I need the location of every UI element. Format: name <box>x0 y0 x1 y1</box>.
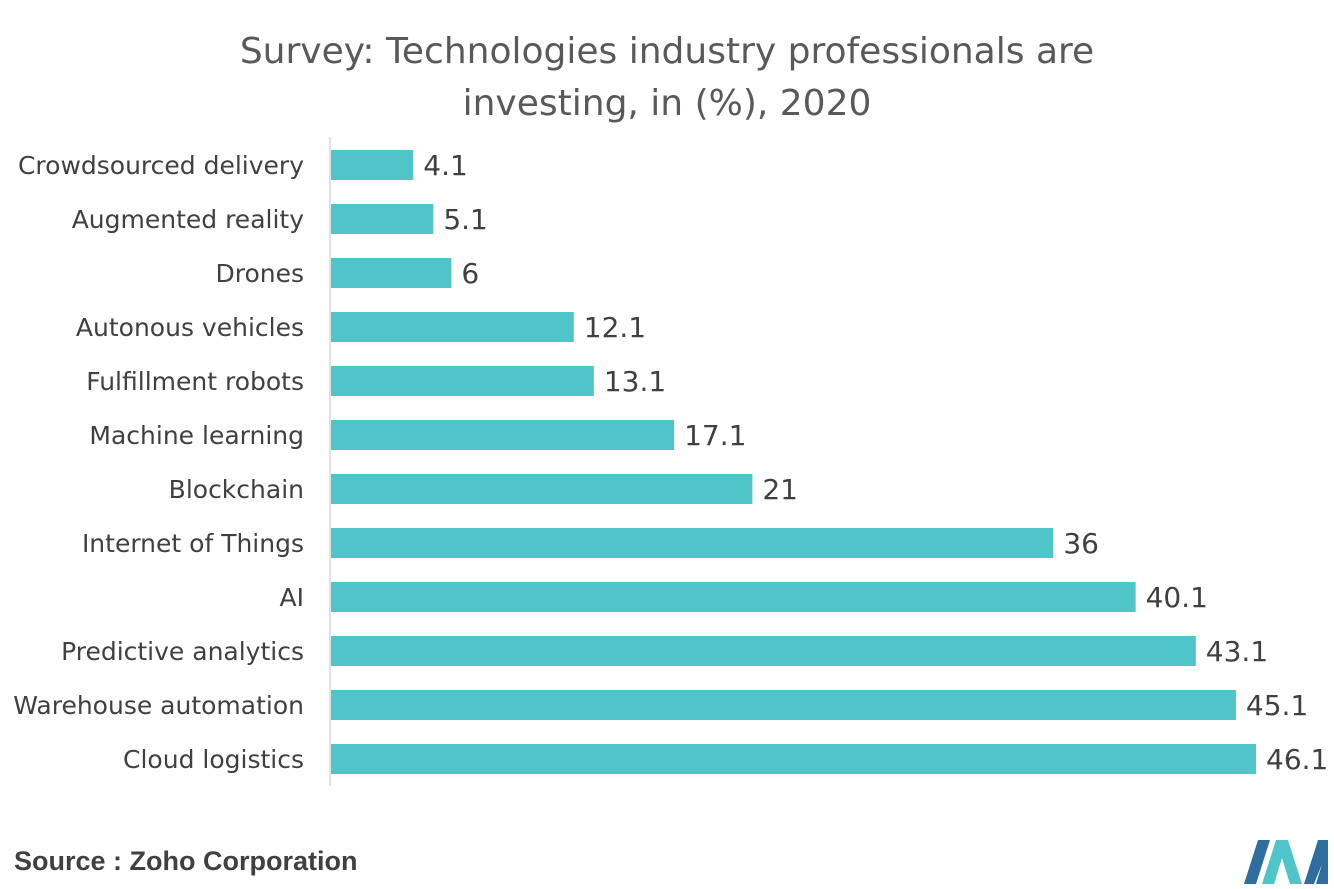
logo-left-shape <box>1244 840 1270 884</box>
bar <box>331 258 452 288</box>
data-label: 17.1 <box>684 419 746 452</box>
category-label: Crowdsourced delivery <box>18 151 304 180</box>
category-label: Augmented reality <box>72 205 305 234</box>
data-label: 43.1 <box>1206 635 1268 668</box>
brand-logo <box>1244 840 1328 884</box>
logo-right-shape <box>1304 840 1328 884</box>
bar <box>331 366 594 396</box>
category-label: AI <box>280 583 304 612</box>
bar <box>331 312 574 342</box>
bar <box>331 636 1196 666</box>
category-label: Machine learning <box>89 421 304 450</box>
bar <box>331 582 1136 612</box>
bar <box>331 204 434 234</box>
data-label: 4.1 <box>423 149 468 182</box>
category-label: Predictive analytics <box>61 637 304 666</box>
chart-title: Survey: Technologies industry profession… <box>0 26 1334 130</box>
category-label: Autonous vehicles <box>76 313 304 342</box>
category-label: Warehouse automation <box>13 691 304 720</box>
chart-title-line-2: investing, in (%), 2020 <box>462 83 872 124</box>
bar <box>331 744 1256 774</box>
data-label: 5.1 <box>443 203 488 236</box>
data-label: 13.1 <box>604 365 666 398</box>
source-note: Source : Zoho Corporation <box>14 846 358 876</box>
bar <box>331 528 1054 558</box>
data-label: 40.1 <box>1146 581 1208 614</box>
bar <box>331 474 753 504</box>
bar <box>331 150 414 180</box>
data-label: 45.1 <box>1246 689 1308 722</box>
logo-mid-shape <box>1262 840 1302 884</box>
data-label: 36 <box>1063 527 1099 560</box>
category-label: Blockchain <box>169 475 304 504</box>
bar <box>331 690 1236 720</box>
category-label: Cloud logistics <box>123 745 304 774</box>
chart-title-line-1: Survey: Technologies industry profession… <box>239 31 1095 72</box>
category-label: Internet of Things <box>82 529 304 558</box>
data-label: 6 <box>461 257 479 290</box>
data-label: 46.1 <box>1266 743 1328 776</box>
category-label: Fulfillment robots <box>86 367 304 396</box>
bar <box>331 420 675 450</box>
category-label: Drones <box>215 259 304 288</box>
data-label: 21 <box>762 473 798 506</box>
data-label: 12.1 <box>584 311 646 344</box>
